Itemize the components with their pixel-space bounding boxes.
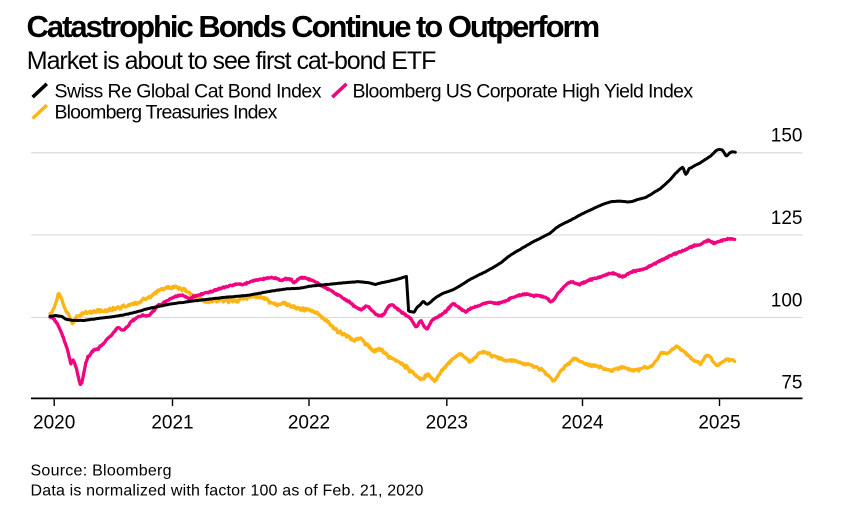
svg-text:Market is about to see first c: Market is about to see first cat-bond ET… xyxy=(27,47,436,75)
svg-text:Swiss Re Global Cat Bond Index: Swiss Re Global Cat Bond Index xyxy=(55,80,322,102)
svg-text:Data is normalized with factor: Data is normalized with factor 100 as of… xyxy=(31,483,424,500)
svg-text:2022: 2022 xyxy=(288,413,330,434)
svg-text:100: 100 xyxy=(771,290,803,311)
svg-text:2021: 2021 xyxy=(151,413,193,434)
svg-text:2024: 2024 xyxy=(561,413,604,434)
svg-text:Catastrophic Bonds Continue to: Catastrophic Bonds Continue to Outperfor… xyxy=(27,9,599,44)
svg-text:Bloomberg US Corporate High Yi: Bloomberg US Corporate High Yield Index xyxy=(353,80,694,102)
svg-text:150: 150 xyxy=(771,126,803,147)
svg-text:2020: 2020 xyxy=(33,413,75,434)
svg-text:2025: 2025 xyxy=(698,413,740,434)
svg-text:75: 75 xyxy=(781,373,802,394)
svg-text:125: 125 xyxy=(771,208,803,229)
svg-text:2023: 2023 xyxy=(426,413,468,434)
svg-text:Source: Bloomberg: Source: Bloomberg xyxy=(31,463,172,480)
svg-text:Bloomberg Treasuries Index: Bloomberg Treasuries Index xyxy=(55,102,278,124)
